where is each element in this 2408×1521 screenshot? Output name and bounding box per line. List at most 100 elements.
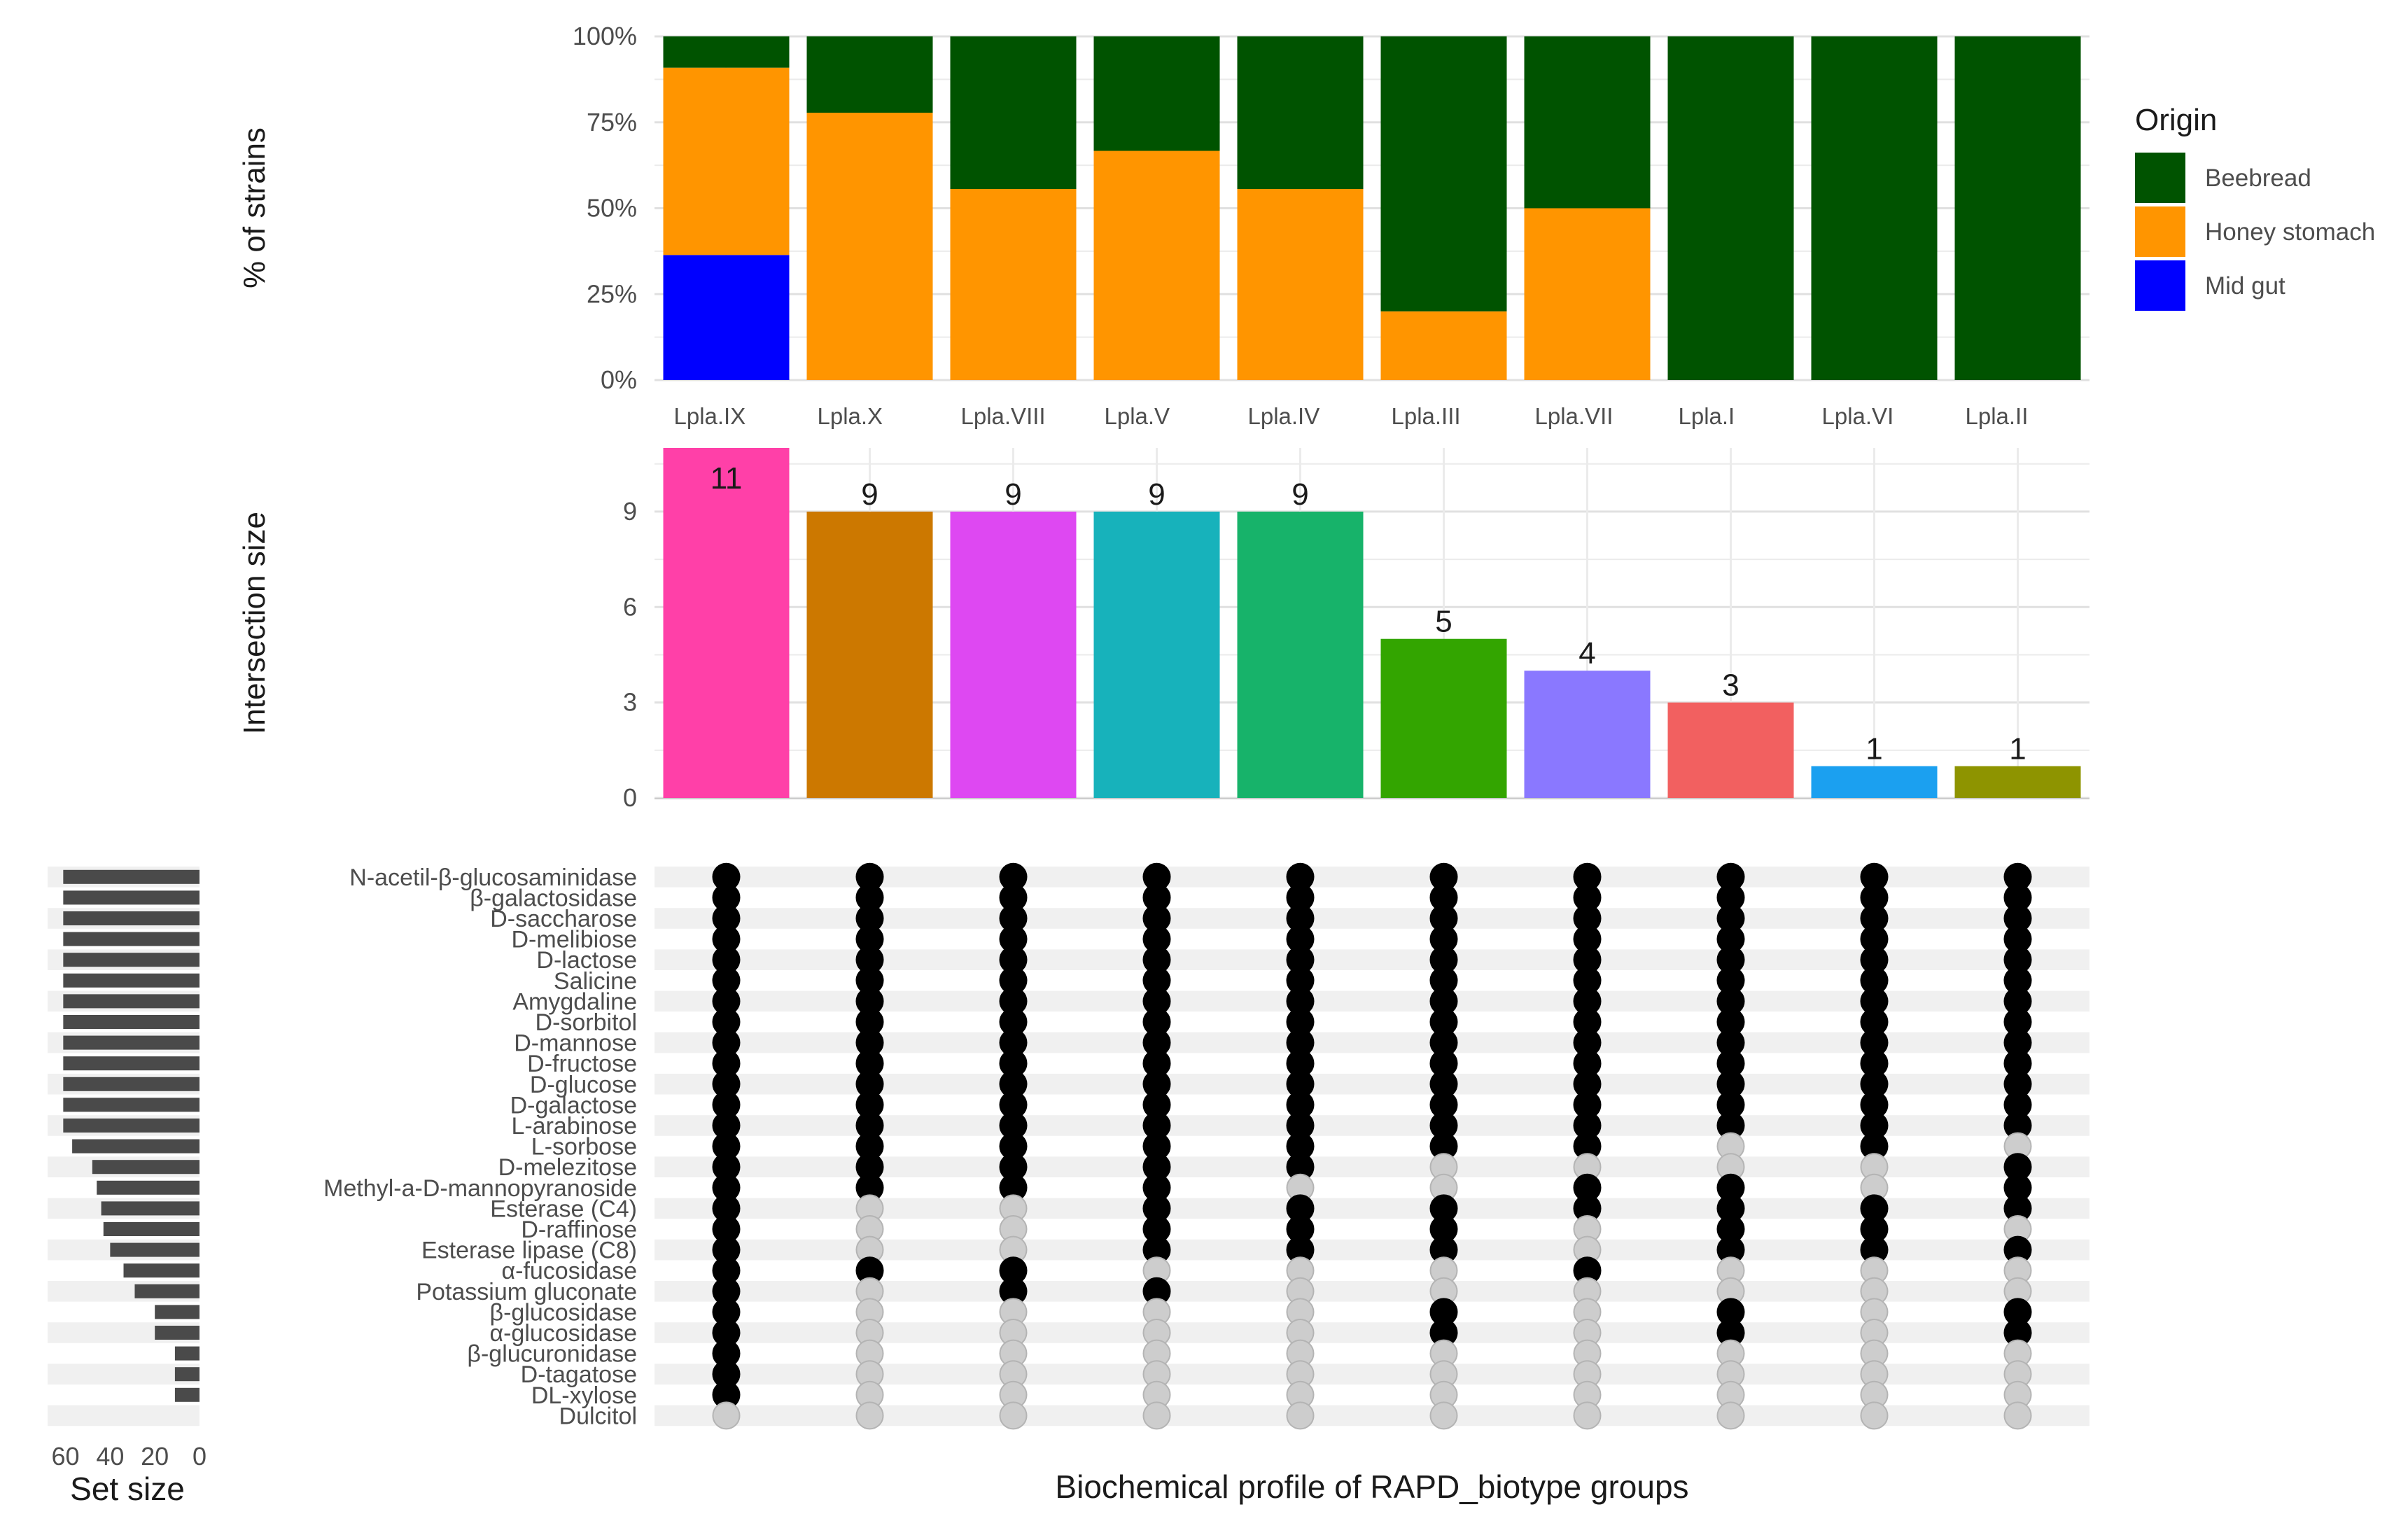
stacked-bar-segment: [663, 255, 790, 380]
stacked-bar-segment: [663, 36, 790, 68]
set-label: D-saccharose: [490, 906, 637, 932]
matrix-row-stripe: [654, 1032, 2090, 1053]
intersection-bar: [1811, 766, 1938, 798]
intersection-bar-label: 9: [1292, 477, 1308, 512]
intersection-bar-label: 4: [1578, 636, 1595, 671]
stacked-bar-segment: [1093, 150, 1220, 381]
set-label: D-fructose: [527, 1051, 637, 1077]
set-size-bar: [110, 1242, 200, 1257]
set-size-bar: [63, 932, 200, 946]
matrix-dot-empty: [1716, 1401, 1745, 1430]
matrix-row-stripe: [654, 1364, 2090, 1385]
stacked-bar-segment: [1380, 311, 1507, 380]
matrix-row-stripe: [654, 1281, 2090, 1302]
set-size-row-stripe: [48, 1405, 200, 1427]
set-size-bar: [63, 1035, 200, 1050]
intersection-bar-label: 9: [861, 477, 878, 512]
x-tick-label-group: Lpla.VIII: [961, 403, 1046, 429]
matrix-dot-empty: [2003, 1401, 2032, 1430]
intersection-bar: [1524, 671, 1651, 798]
intersection-bar: [1380, 638, 1507, 798]
set-label: L-sorbose: [531, 1134, 637, 1161]
matrix-row-stripe: [654, 908, 2090, 929]
legend-swatch: [2135, 260, 2185, 311]
intersection-bar: [950, 511, 1077, 798]
matrix-dot-empty: [1286, 1401, 1315, 1430]
set-label: Esterase lipase (C8): [421, 1238, 637, 1264]
set-label: DL-xylose: [531, 1382, 637, 1409]
matrix-row-stripe: [654, 1156, 2090, 1177]
matrix-row-stripe: [654, 949, 2090, 970]
set-size-bar: [63, 973, 200, 988]
matrix-row-stripe: [654, 867, 2090, 888]
set-size-bar: [101, 1201, 200, 1216]
set-size-bar: [63, 1015, 200, 1029]
y-tick-label-pct: 0%: [601, 365, 637, 394]
x-tick-label-setsize: 20: [141, 1442, 169, 1471]
set-size-bar: [63, 869, 200, 884]
x-tick-label-group: Lpla.IX: [674, 403, 746, 429]
set-size-bar: [63, 1098, 200, 1112]
x-tick-label-setsize: 60: [52, 1442, 80, 1471]
set-size-bar: [63, 1119, 200, 1133]
matrix-dot-empty: [999, 1401, 1028, 1430]
stacked-bar-segment: [1237, 36, 1364, 190]
legend-swatch: [2135, 153, 2185, 203]
intersection-bar: [1954, 766, 2081, 798]
set-size-bar: [72, 1139, 200, 1154]
stacked-bar-segment: [806, 113, 933, 380]
set-label: Salicine: [554, 968, 637, 995]
intersection-bar: [1667, 702, 1794, 798]
set-size-bar: [123, 1263, 200, 1278]
x-tick-label-setsize: 0: [192, 1442, 206, 1471]
y-tick-label-count: 6: [623, 592, 637, 621]
set-size-bar: [63, 911, 200, 925]
set-label: β-glucosidase: [490, 1299, 637, 1326]
set-label: L-arabinose: [511, 1113, 637, 1140]
intersection-bar-label: 11: [710, 461, 743, 496]
set-label: D-raffinose: [521, 1217, 637, 1243]
y-tick-label-count: 3: [623, 688, 637, 717]
set-size-bar: [174, 1346, 200, 1361]
matrix-dot-empty: [1573, 1401, 1602, 1430]
y-tick-label-pct: 25%: [587, 279, 637, 308]
stacked-bar-segment: [1811, 36, 1938, 380]
y-tick-label-pct: 100%: [573, 22, 637, 50]
legend-swatch: [2135, 206, 2185, 257]
intersection-bar: [806, 511, 933, 798]
stacked-bar-segment: [1954, 36, 2081, 380]
set-size-bar: [174, 1367, 200, 1382]
set-size-bar: [63, 1056, 200, 1071]
x-tick-label-setsize: 40: [96, 1442, 124, 1471]
set-size-row-stripe: [48, 1364, 200, 1385]
stacked-bar-segment: [1093, 36, 1220, 151]
set-size-bar: [63, 953, 200, 967]
intersection-bar-label: 1: [1865, 732, 1882, 766]
intersection-bar-label: 5: [1435, 605, 1452, 639]
set-label: β-glucuronidase: [467, 1341, 637, 1368]
matrix-row-stripe: [654, 1115, 2090, 1136]
x-tick-label-group: Lpla.V: [1105, 403, 1170, 429]
set-label: D-lactose: [536, 947, 637, 974]
set-size-bar: [103, 1222, 200, 1236]
set-size-bar: [155, 1305, 200, 1319]
intersection-bar: [1093, 511, 1220, 798]
set-label: Potassium gluconate: [416, 1279, 637, 1305]
set-label: Amygdaline: [512, 988, 637, 1015]
set-size-bar: [155, 1326, 200, 1340]
matrix-row-stripe: [654, 1405, 2090, 1427]
stacked-bar-segment: [1524, 36, 1651, 209]
legend-label: Honey stomach: [2205, 218, 2375, 246]
y-axis-title-intersection: Intersection size: [237, 512, 272, 734]
matrix-row-stripe: [654, 1198, 2090, 1219]
x-tick-label-group: Lpla.IV: [1248, 403, 1320, 429]
set-label: D-melibiose: [512, 927, 638, 953]
set-size-bar: [97, 1180, 200, 1195]
y-tick-label-pct: 50%: [587, 194, 637, 223]
stacked-bar-segment: [1237, 189, 1364, 380]
set-label: Methyl-a-D-mannopyranoside: [323, 1175, 637, 1202]
legend-title: Origin: [2135, 103, 2217, 137]
x-tick-label-group: Lpla.VII: [1535, 403, 1614, 429]
x-tick-label-group: Lpla.X: [818, 403, 883, 429]
